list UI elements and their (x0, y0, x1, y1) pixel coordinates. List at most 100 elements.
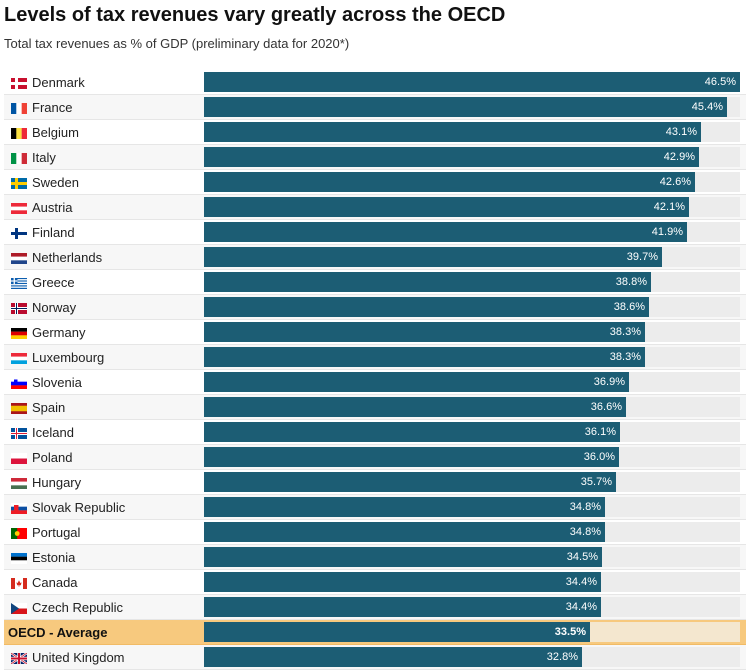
bar-row: Finland 41.9% (4, 220, 746, 245)
bar (204, 297, 649, 317)
value-label: 34.4% (565, 601, 597, 613)
estonia-flag-icon (11, 551, 27, 565)
category-label: Sweden (32, 175, 79, 190)
bar-row: Estonia 34.5% (4, 545, 746, 570)
bar-row: Netherlands 39.7% (4, 245, 746, 270)
netherlands-flag-icon (11, 251, 27, 265)
bar-track (204, 622, 740, 642)
value-label: 38.3% (609, 326, 641, 338)
category-label: Estonia (32, 550, 76, 565)
value-label: 35.7% (580, 476, 612, 488)
value-label: 33.5% (554, 626, 586, 638)
category-label: Netherlands (32, 250, 103, 265)
bar-track (204, 97, 740, 117)
bar (204, 597, 601, 617)
bar (204, 222, 687, 242)
bar-track (204, 247, 740, 267)
category-label: OECD - Average (8, 625, 108, 640)
average-row: OECD - Average 33.5% (4, 620, 746, 645)
bar-track (204, 72, 740, 92)
value-label: 42.9% (663, 151, 695, 163)
bar-row: Italy 42.9% (4, 145, 746, 170)
value-label: 46.5% (704, 76, 736, 88)
bar (204, 472, 616, 492)
bar-row: Norway 38.6% (4, 295, 746, 320)
bar-row: Poland 36.0% (4, 445, 746, 470)
finland-flag-icon (11, 226, 27, 239)
value-label: 34.5% (566, 551, 598, 563)
bar-row: Belgium 43.1% (4, 120, 746, 145)
value-label: 34.8% (569, 526, 601, 538)
bar (204, 347, 645, 367)
category-label: Canada (32, 575, 78, 590)
bar-track (204, 297, 740, 317)
bar-row: Iceland 36.1% (4, 420, 746, 445)
chart-subtitle: Total tax revenues as % of GDP (prelimin… (4, 36, 350, 51)
category-label: France (32, 100, 73, 115)
bar-row: Spain 36.6% (4, 395, 746, 420)
slovakia-flag-icon (11, 501, 27, 515)
category-label: Italy (32, 150, 56, 165)
united-kingdom-flag-icon (10, 651, 28, 665)
bar-row: Canada 34.4% (4, 570, 746, 595)
bar-row: United Kingdom 32.8% (4, 645, 746, 670)
bar-row: Germany 38.3% (4, 320, 746, 345)
value-label: 45.4% (691, 101, 723, 113)
value-label: 36.1% (584, 426, 616, 438)
bar-track (204, 572, 740, 592)
bar-row: Greece 38.8% (4, 270, 746, 295)
bar (204, 322, 645, 342)
bar-row: Slovenia 36.9% (4, 370, 746, 395)
bar (204, 147, 699, 167)
value-label: 42.6% (659, 176, 691, 188)
category-label: Luxembourg (32, 350, 105, 365)
bar (204, 522, 605, 542)
bar-track (204, 497, 740, 517)
luxembourg-flag-icon (11, 351, 27, 365)
value-label: 34.4% (565, 576, 597, 588)
italy-flag-icon (11, 151, 28, 164)
value-label: 32.8% (546, 651, 578, 663)
germany-flag-icon (11, 326, 27, 340)
belgium-flag-icon (11, 126, 28, 139)
chart-title: Levels of tax revenues vary greatly acro… (4, 4, 506, 26)
bar-track (204, 122, 740, 142)
value-label: 42.1% (653, 201, 685, 213)
category-label: Denmark (32, 75, 85, 90)
value-label: 34.8% (569, 501, 601, 513)
value-label: 36.9% (593, 376, 625, 388)
bar-track (204, 172, 740, 192)
bar-track (204, 147, 740, 167)
portugal-flag-icon (11, 526, 27, 539)
bar-track (204, 197, 740, 217)
bar (204, 197, 689, 217)
bar (204, 247, 662, 267)
denmark-flag-icon (11, 76, 27, 89)
bar (204, 172, 695, 192)
value-label: 38.8% (615, 276, 647, 288)
bar-track (204, 597, 740, 617)
iceland-flag-icon (11, 426, 27, 439)
greece-flag-icon (11, 276, 27, 290)
category-label: Spain (32, 400, 66, 415)
bar (204, 372, 629, 392)
bar-track (204, 397, 740, 417)
category-label: Greece (32, 275, 75, 290)
bar-track (204, 347, 740, 367)
category-label: Iceland (32, 425, 74, 440)
value-label: 43.1% (665, 126, 697, 138)
bar-track (204, 472, 740, 492)
bar-track (204, 222, 740, 242)
bar (204, 497, 605, 517)
bar-row: France 45.4% (4, 95, 746, 120)
category-label: Czech Republic (32, 600, 124, 615)
czechia-flag-icon (11, 601, 27, 614)
bar (204, 97, 727, 117)
bar-row: Slovak Republic 34.8% (4, 495, 746, 520)
bar (204, 122, 701, 142)
bar-track (204, 522, 740, 542)
bar-track (204, 272, 740, 292)
bar (204, 547, 602, 567)
bar-row: Denmark 46.5% (4, 70, 746, 95)
category-label: Portugal (32, 525, 81, 540)
